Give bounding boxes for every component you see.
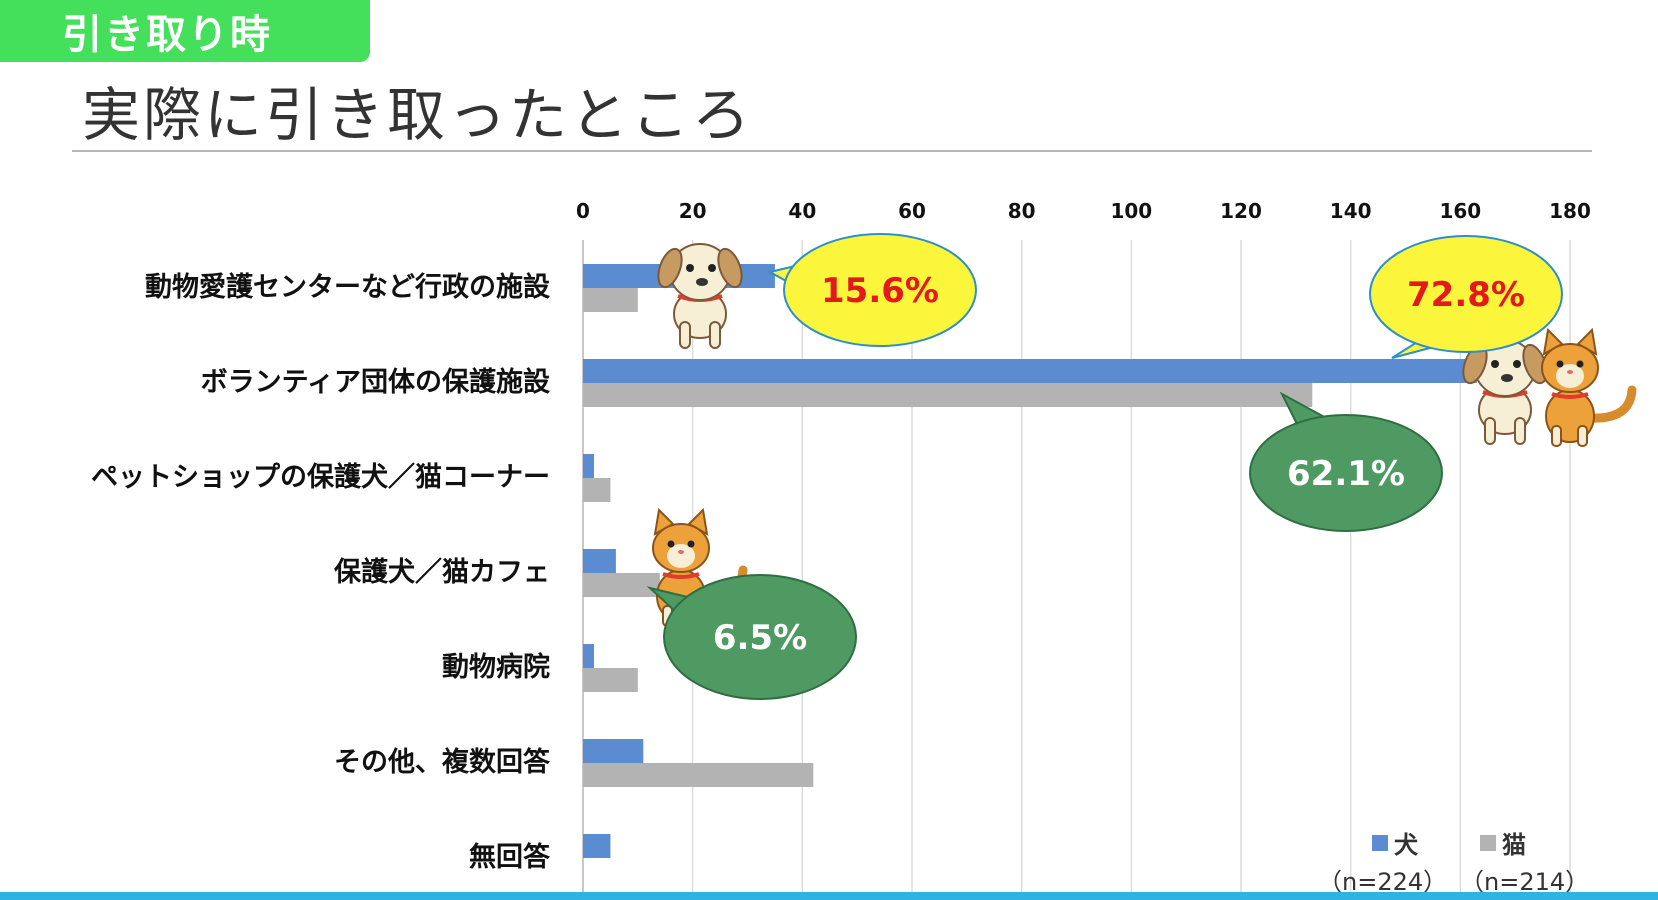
legend-n-dog: （n=224） bbox=[1318, 868, 1448, 896]
dog-illustration bbox=[651, 242, 749, 350]
category-label: 動物病院 bbox=[442, 651, 550, 683]
bar-dog bbox=[583, 834, 611, 858]
page-title: 実際に引き取ったところ bbox=[82, 81, 754, 149]
x-tick-label: 60 bbox=[898, 199, 926, 223]
section-tag: 引き取り時 bbox=[0, 0, 370, 62]
x-tick-label: 180 bbox=[1549, 199, 1591, 223]
x-tick-label: 140 bbox=[1330, 199, 1372, 223]
x-tick-label: 120 bbox=[1220, 199, 1262, 223]
legend-swatch-dog bbox=[1372, 834, 1388, 851]
legend-label-cat: 猫 bbox=[1502, 831, 1526, 859]
bar-dog bbox=[583, 644, 594, 668]
legend-label-dog: 犬 bbox=[1394, 831, 1418, 859]
callout-label: 15.6% bbox=[821, 271, 939, 311]
bar-dog bbox=[583, 549, 616, 573]
bar-cat bbox=[583, 478, 611, 502]
bottom-accent-bar bbox=[0, 892, 1658, 900]
category-label: 動物愛護センターなど行政の施設 bbox=[145, 271, 551, 303]
category-label: ペットショップの保護犬／猫コーナー bbox=[91, 461, 550, 493]
category-label: ボランティア団体の保護施設 bbox=[201, 366, 551, 398]
x-tick-label: 100 bbox=[1110, 199, 1152, 223]
callout-label: 62.1% bbox=[1287, 454, 1405, 494]
dog-illustration bbox=[1456, 338, 1554, 446]
category-label: 無回答 bbox=[469, 841, 551, 873]
callout-bubble bbox=[1369, 235, 1563, 353]
bar-dog bbox=[583, 739, 644, 763]
section-tag-label: 引き取り時 bbox=[62, 12, 272, 58]
legend-n-cat: （n=214） bbox=[1460, 868, 1590, 896]
callout-bubble bbox=[663, 574, 857, 700]
category-label: その他、複数回答 bbox=[334, 746, 551, 778]
bar-dog bbox=[583, 359, 1477, 383]
x-tick-label: 20 bbox=[679, 199, 707, 223]
legend-cat: 猫 bbox=[1480, 825, 1526, 860]
legend-swatch-cat bbox=[1480, 834, 1496, 851]
callout-label: 6.5% bbox=[713, 618, 807, 658]
bar-cat bbox=[583, 383, 1313, 407]
bar-cat bbox=[583, 668, 638, 692]
category-label: 保護犬／猫カフェ bbox=[333, 556, 550, 588]
title-divider bbox=[72, 150, 1592, 152]
bar-cat bbox=[583, 763, 814, 787]
x-tick-label: 0 bbox=[576, 199, 590, 223]
bar-dog bbox=[583, 454, 594, 478]
x-tick-label: 80 bbox=[1008, 199, 1036, 223]
callout-label: 72.8% bbox=[1407, 275, 1525, 315]
x-tick-label: 160 bbox=[1439, 199, 1481, 223]
callout-bubble bbox=[783, 233, 977, 347]
bar-cat bbox=[583, 573, 660, 597]
x-tick-label: 40 bbox=[788, 199, 816, 223]
cat-illustration bbox=[1542, 330, 1632, 446]
bar-cat bbox=[583, 288, 638, 312]
legend-dog: 犬 bbox=[1372, 825, 1418, 860]
callout-bubble bbox=[1249, 414, 1443, 532]
